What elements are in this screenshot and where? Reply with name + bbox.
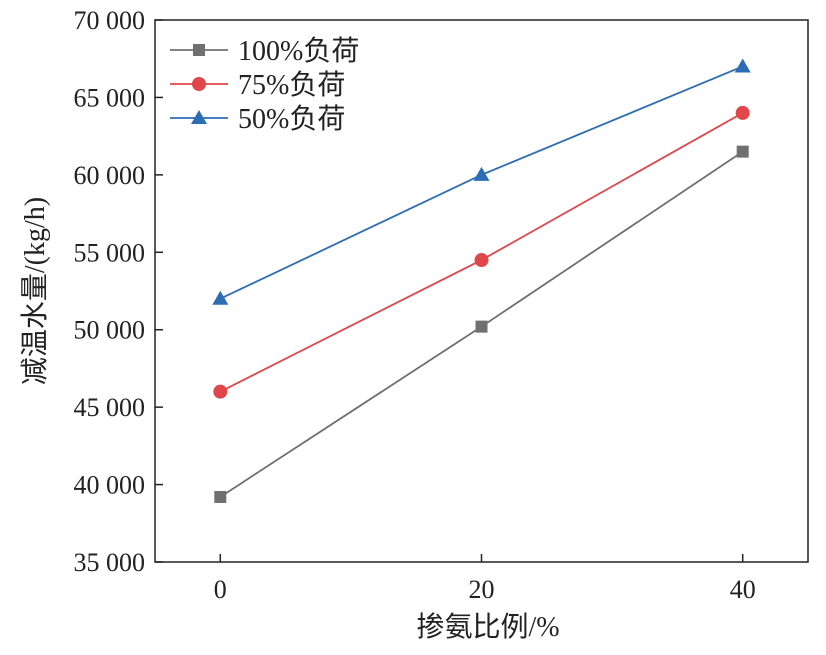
data-point	[212, 290, 229, 305]
x-tick-label: 20	[469, 575, 495, 604]
data-point	[475, 320, 488, 333]
y-tick-label: 35 000	[74, 548, 146, 577]
series-0	[214, 145, 749, 503]
legend-label: 75%负荷	[238, 69, 345, 101]
legend-label: 100%负荷	[238, 35, 359, 67]
legend-item: 50%负荷	[170, 103, 345, 135]
series-line	[219, 112, 744, 393]
y-tick-label: 55 000	[74, 238, 146, 267]
legend-item: 75%负荷	[170, 69, 345, 101]
data-point	[735, 105, 750, 120]
plot-frame	[154, 19, 809, 563]
y-tick-label: 40 000	[74, 471, 146, 500]
legend-label: 50%负荷	[238, 103, 345, 135]
y-axis-label: 减温水量/(kg/h)	[19, 197, 51, 385]
x-tick-label: 0	[214, 575, 227, 604]
series-1	[213, 105, 750, 399]
data-point	[736, 145, 749, 158]
x-axis-label: 掺氨比例/%	[416, 611, 559, 643]
y-tick-label: 45 000	[74, 393, 146, 422]
data-point	[474, 253, 489, 268]
legend-marker	[192, 77, 206, 91]
y-tick-label: 60 000	[74, 161, 146, 190]
legend-marker	[191, 110, 207, 124]
data-point	[213, 384, 228, 399]
series-2	[212, 58, 751, 305]
legend-item: 100%负荷	[170, 35, 359, 67]
data-point	[214, 490, 227, 503]
data-point	[734, 58, 751, 73]
y-tick-label: 70 000	[74, 6, 146, 35]
x-tick-label: 40	[730, 575, 756, 604]
y-tick-label: 65 000	[74, 83, 146, 112]
legend-marker	[193, 44, 205, 56]
data-point	[473, 166, 490, 181]
y-tick-label: 50 000	[74, 316, 146, 345]
